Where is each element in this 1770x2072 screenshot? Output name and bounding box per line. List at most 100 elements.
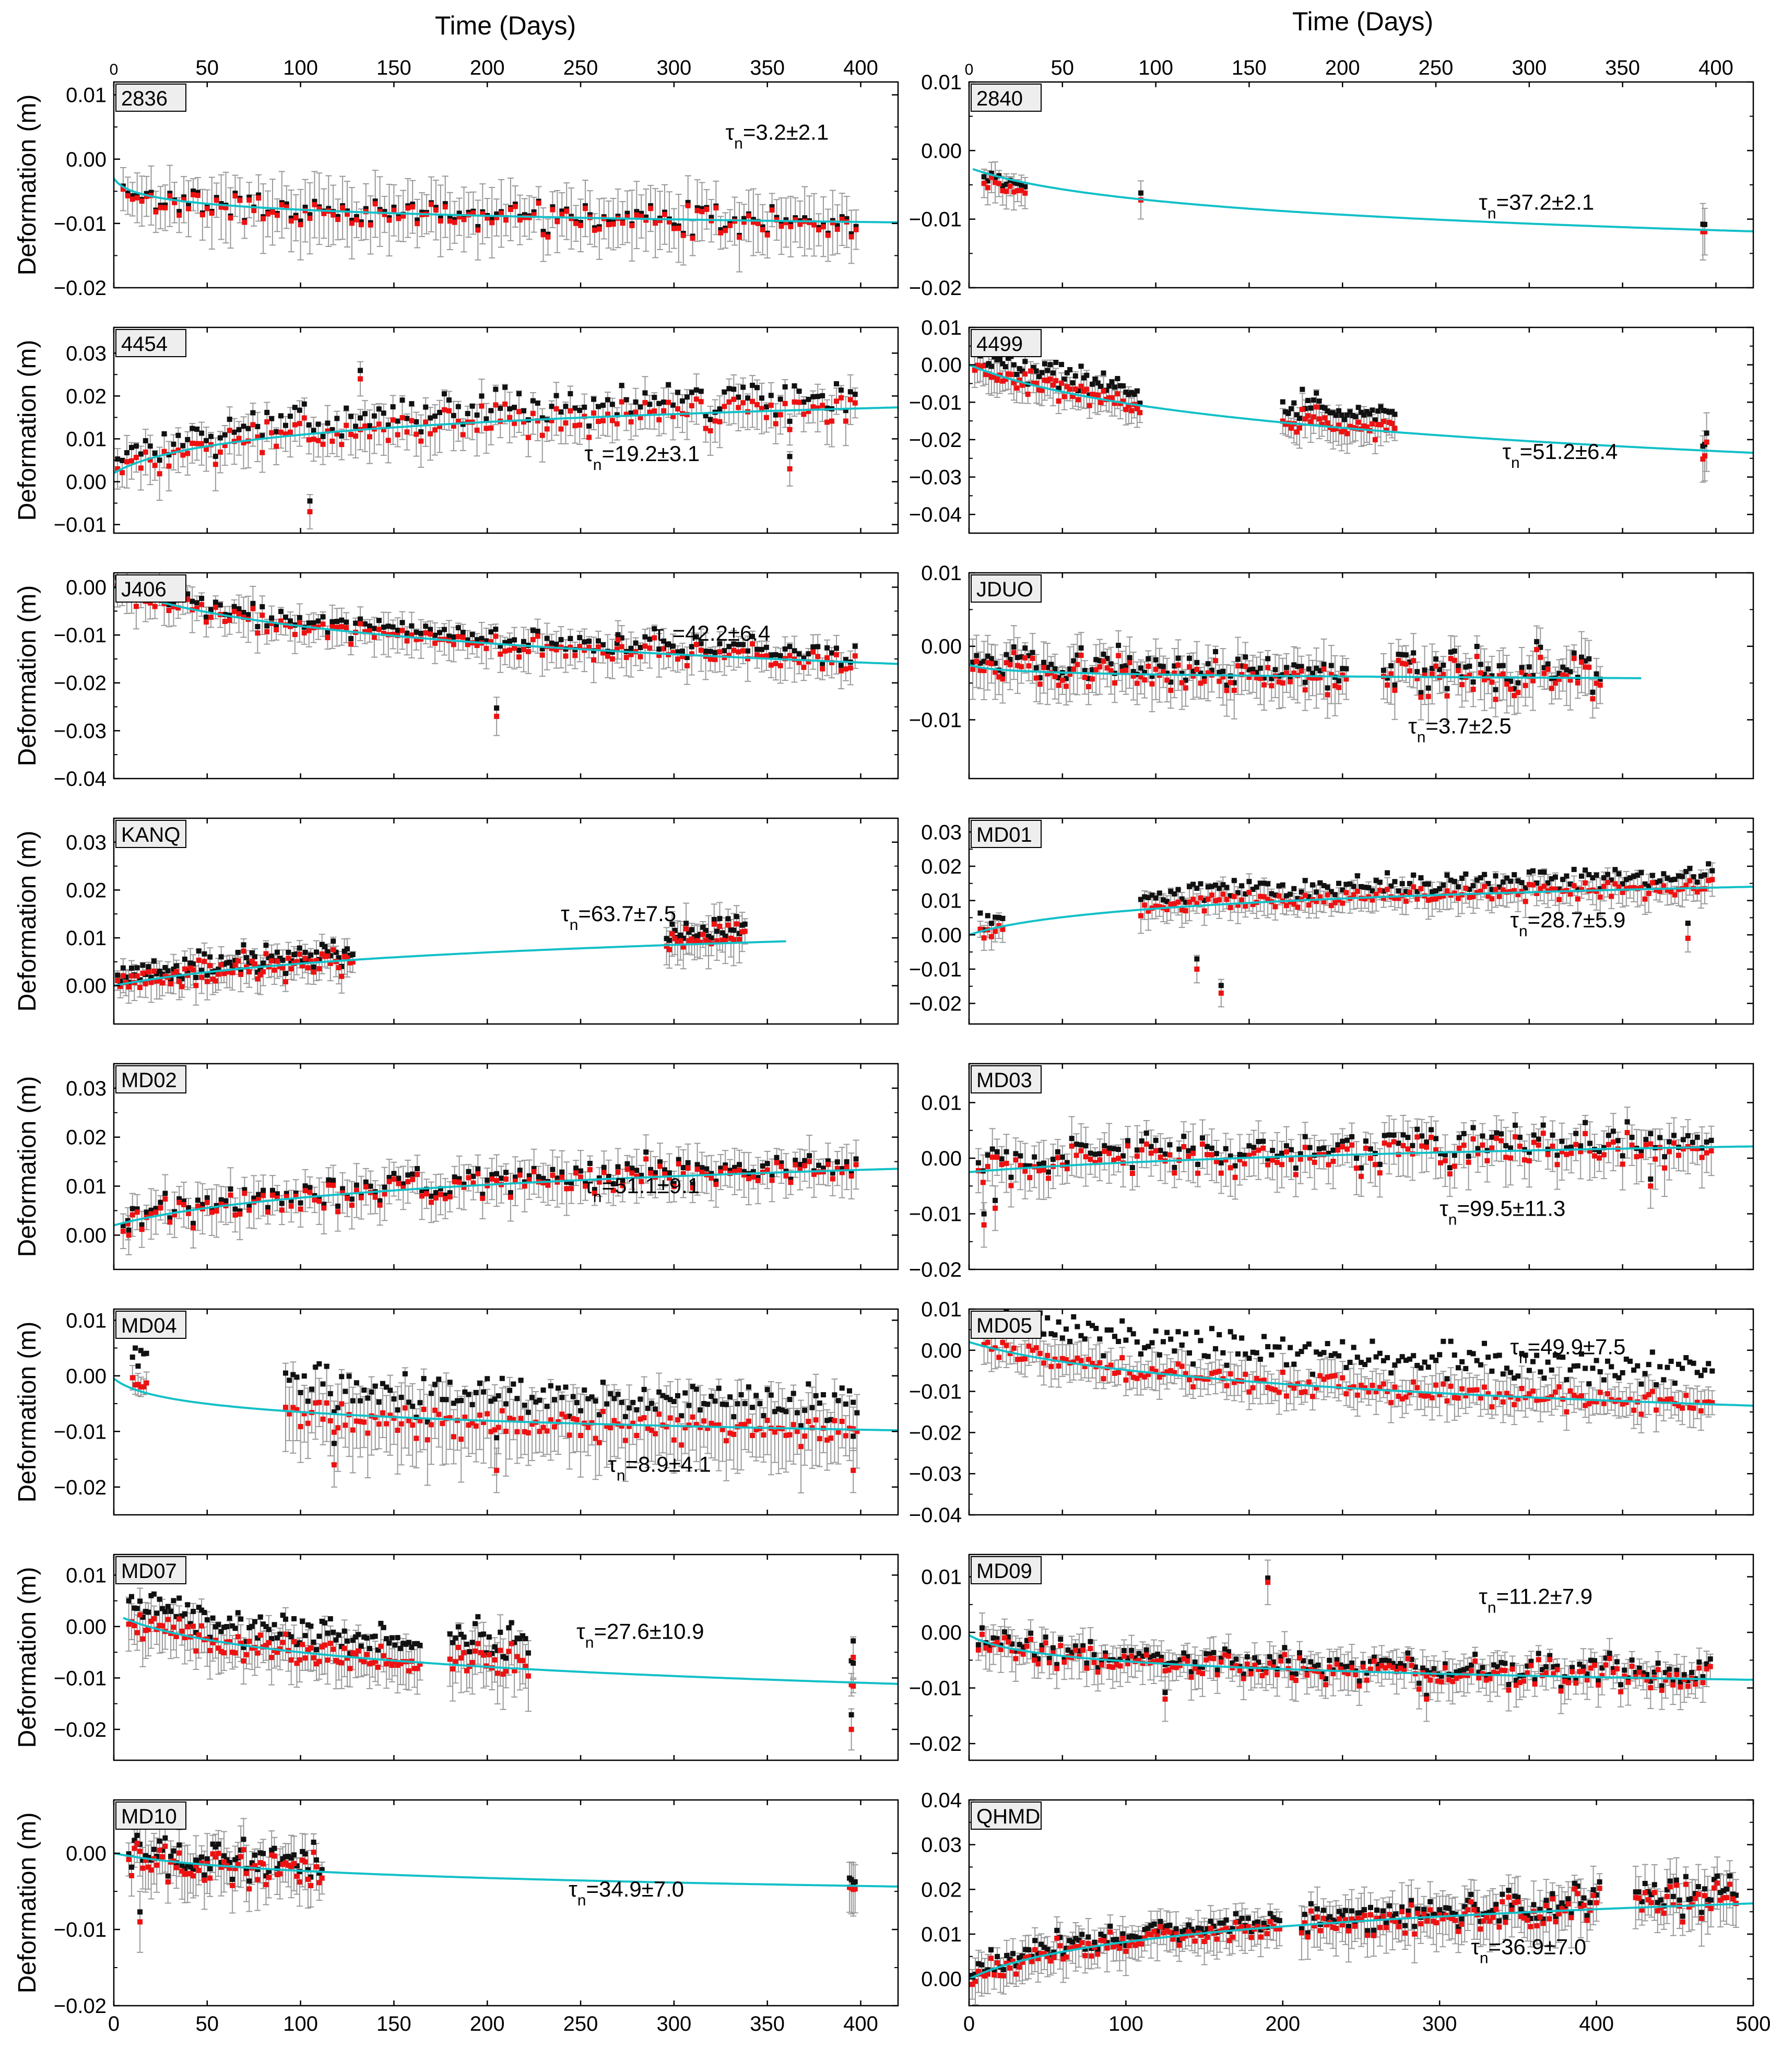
black-marker xyxy=(820,393,825,398)
red-marker xyxy=(1067,386,1073,392)
red-marker xyxy=(294,959,300,964)
black-marker xyxy=(596,404,601,409)
red-marker xyxy=(801,664,807,670)
red-marker xyxy=(728,935,734,941)
red-marker xyxy=(609,418,615,423)
tau-annotation: τn=42.2±6.4 xyxy=(655,621,770,653)
black-marker xyxy=(614,412,620,418)
station-label-text: KANQ xyxy=(121,823,180,846)
black-marker xyxy=(1130,669,1136,675)
panel-frame xyxy=(113,572,899,780)
black-marker xyxy=(1076,388,1081,394)
red-marker xyxy=(1235,663,1241,669)
black-marker xyxy=(553,393,559,398)
black-marker xyxy=(1545,661,1551,667)
black-marker xyxy=(428,415,433,421)
red-marker xyxy=(1538,654,1543,660)
black-marker xyxy=(230,963,235,969)
red-marker xyxy=(1700,456,1706,462)
station-label-text: J406 xyxy=(121,578,167,601)
red-marker xyxy=(1702,453,1708,459)
black-marker xyxy=(469,403,475,409)
red-marker xyxy=(222,619,228,625)
red-marker xyxy=(1007,662,1013,667)
black-marker xyxy=(994,357,1000,362)
red-marker xyxy=(623,411,629,417)
black-marker xyxy=(186,202,192,208)
y-tick-label: 0.00 xyxy=(66,975,107,998)
red-marker xyxy=(666,947,672,952)
red-marker xyxy=(301,415,307,421)
black-marker xyxy=(1523,673,1528,678)
red-marker xyxy=(558,426,564,432)
black-marker xyxy=(311,964,316,970)
red-marker xyxy=(807,219,812,225)
black-marker xyxy=(1485,666,1491,672)
black-marker xyxy=(252,954,258,960)
black-marker xyxy=(171,441,176,447)
red-marker xyxy=(1452,657,1457,663)
red-marker xyxy=(227,428,232,433)
black-marker xyxy=(307,212,313,218)
station-label-box xyxy=(971,84,1042,112)
x-top-tick-label: 400 xyxy=(1698,56,1733,79)
red-marker xyxy=(171,971,176,977)
red-marker xyxy=(1504,681,1509,687)
red-marker xyxy=(661,408,667,414)
red-marker xyxy=(1441,672,1446,677)
station-label-text: 2836 xyxy=(121,87,168,110)
black-marker xyxy=(717,406,723,412)
red-marker xyxy=(175,448,181,453)
x-top-tick-label: 300 xyxy=(1512,56,1547,79)
black-marker xyxy=(336,955,341,961)
black-marker xyxy=(1112,384,1117,390)
red-marker xyxy=(1418,694,1424,700)
red-marker xyxy=(284,204,289,210)
black-marker xyxy=(441,391,447,397)
black-marker xyxy=(1050,370,1056,376)
red-marker xyxy=(1310,675,1316,681)
black-marker xyxy=(432,413,438,419)
red-marker xyxy=(344,422,349,428)
y-tick-label: 0.03 xyxy=(66,831,107,854)
black-marker xyxy=(227,959,232,965)
black-marker xyxy=(488,408,494,414)
red-marker xyxy=(1523,682,1528,688)
red-marker xyxy=(535,418,540,423)
y-axis: −0.010.000.01 xyxy=(909,562,1753,732)
red-marker xyxy=(1205,670,1211,676)
black-marker xyxy=(1496,663,1502,669)
red-marker xyxy=(1004,660,1009,666)
red-marker xyxy=(249,958,255,964)
black-marker xyxy=(217,435,223,441)
red-marker xyxy=(474,427,480,433)
red-marker xyxy=(810,404,816,410)
red-marker xyxy=(1028,368,1034,374)
red-marker xyxy=(322,953,328,959)
black-marker xyxy=(838,663,844,668)
black-marker xyxy=(367,423,372,429)
red-marker xyxy=(334,625,340,630)
x-top-tick-label: 300 xyxy=(656,56,691,79)
red-marker xyxy=(614,421,620,427)
black-marker xyxy=(820,661,825,666)
black-marker xyxy=(224,960,230,966)
red-marker xyxy=(689,403,694,408)
black-marker xyxy=(1134,388,1140,394)
red-marker xyxy=(236,611,242,617)
black-marker xyxy=(311,428,316,433)
black-marker xyxy=(698,388,704,394)
black-marker xyxy=(648,203,654,209)
black-marker xyxy=(166,452,172,457)
red-marker xyxy=(1153,666,1159,672)
red-marker xyxy=(1316,416,1322,422)
black-marker xyxy=(810,394,816,399)
red-marker xyxy=(1063,684,1069,689)
red-marker xyxy=(777,412,783,418)
black-marker xyxy=(325,420,331,426)
red-marker xyxy=(428,202,434,207)
red-marker xyxy=(564,208,570,214)
red-marker xyxy=(988,174,994,180)
red-marker xyxy=(1586,664,1592,670)
red-marker xyxy=(1294,429,1300,435)
